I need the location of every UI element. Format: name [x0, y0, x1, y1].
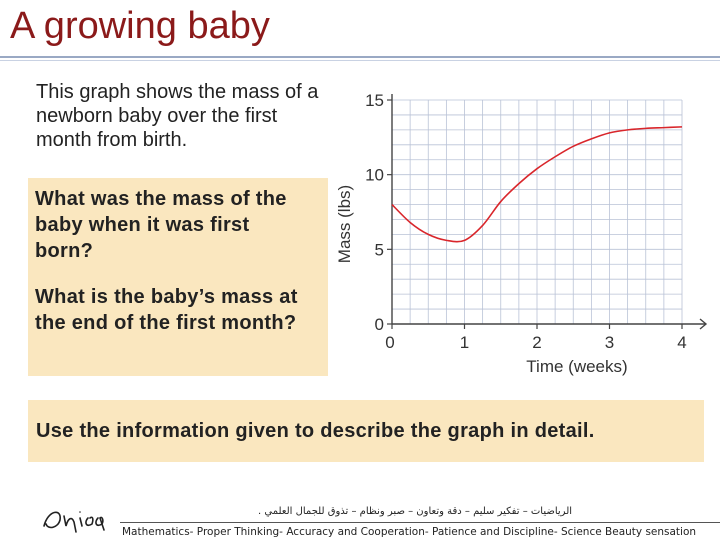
x-tick-label: 1 [460, 333, 469, 352]
brand-logo [43, 511, 105, 533]
question-box: What was the mass of the baby when it wa… [28, 178, 328, 376]
y-tick-label: 0 [375, 315, 384, 334]
x-tick-label: 0 [385, 333, 394, 352]
chart-grid [391, 99, 683, 325]
task-text: Use the information given to describe th… [36, 420, 595, 442]
mass-chart: 0 1 2 3 4 0 5 10 15 Time (weeks) Mass (lbs) [335, 91, 708, 376]
footer-english: Mathematics- Proper Thinking- Accuracy a… [122, 526, 697, 538]
footer-divider [120, 522, 720, 523]
question-2: What is the baby’s mass at the end of th… [35, 286, 298, 334]
task-box: Use the information given to describe th… [28, 400, 704, 462]
x-axis-arrow [699, 318, 708, 330]
title-divider [0, 56, 720, 58]
series-line-mass [391, 126, 683, 243]
question-1: What was the mass of the baby when it wa… [35, 188, 287, 262]
x-axis-label: Time (weeks) [526, 357, 627, 376]
footer-arabic: الرياضيات – تفكير سليم – دقة وتعاون – صب… [258, 506, 573, 517]
y-axis-label: Mass (lbs) [335, 185, 354, 263]
slide-title: A growing baby [10, 5, 270, 47]
chart-series [391, 126, 683, 243]
chart-ticks: 0 1 2 3 4 0 5 10 15 [365, 91, 687, 352]
y-tick-label: 5 [375, 240, 384, 259]
chart-axes [391, 94, 708, 330]
intro-text: This graph shows the mass of a newborn b… [36, 81, 319, 151]
y-tick-label: 15 [365, 91, 384, 110]
y-tick-label: 10 [365, 166, 384, 185]
x-tick-label: 2 [532, 333, 541, 352]
x-tick-label: 4 [677, 333, 686, 352]
title-divider-thin [0, 60, 720, 61]
x-tick-label: 3 [605, 333, 614, 352]
